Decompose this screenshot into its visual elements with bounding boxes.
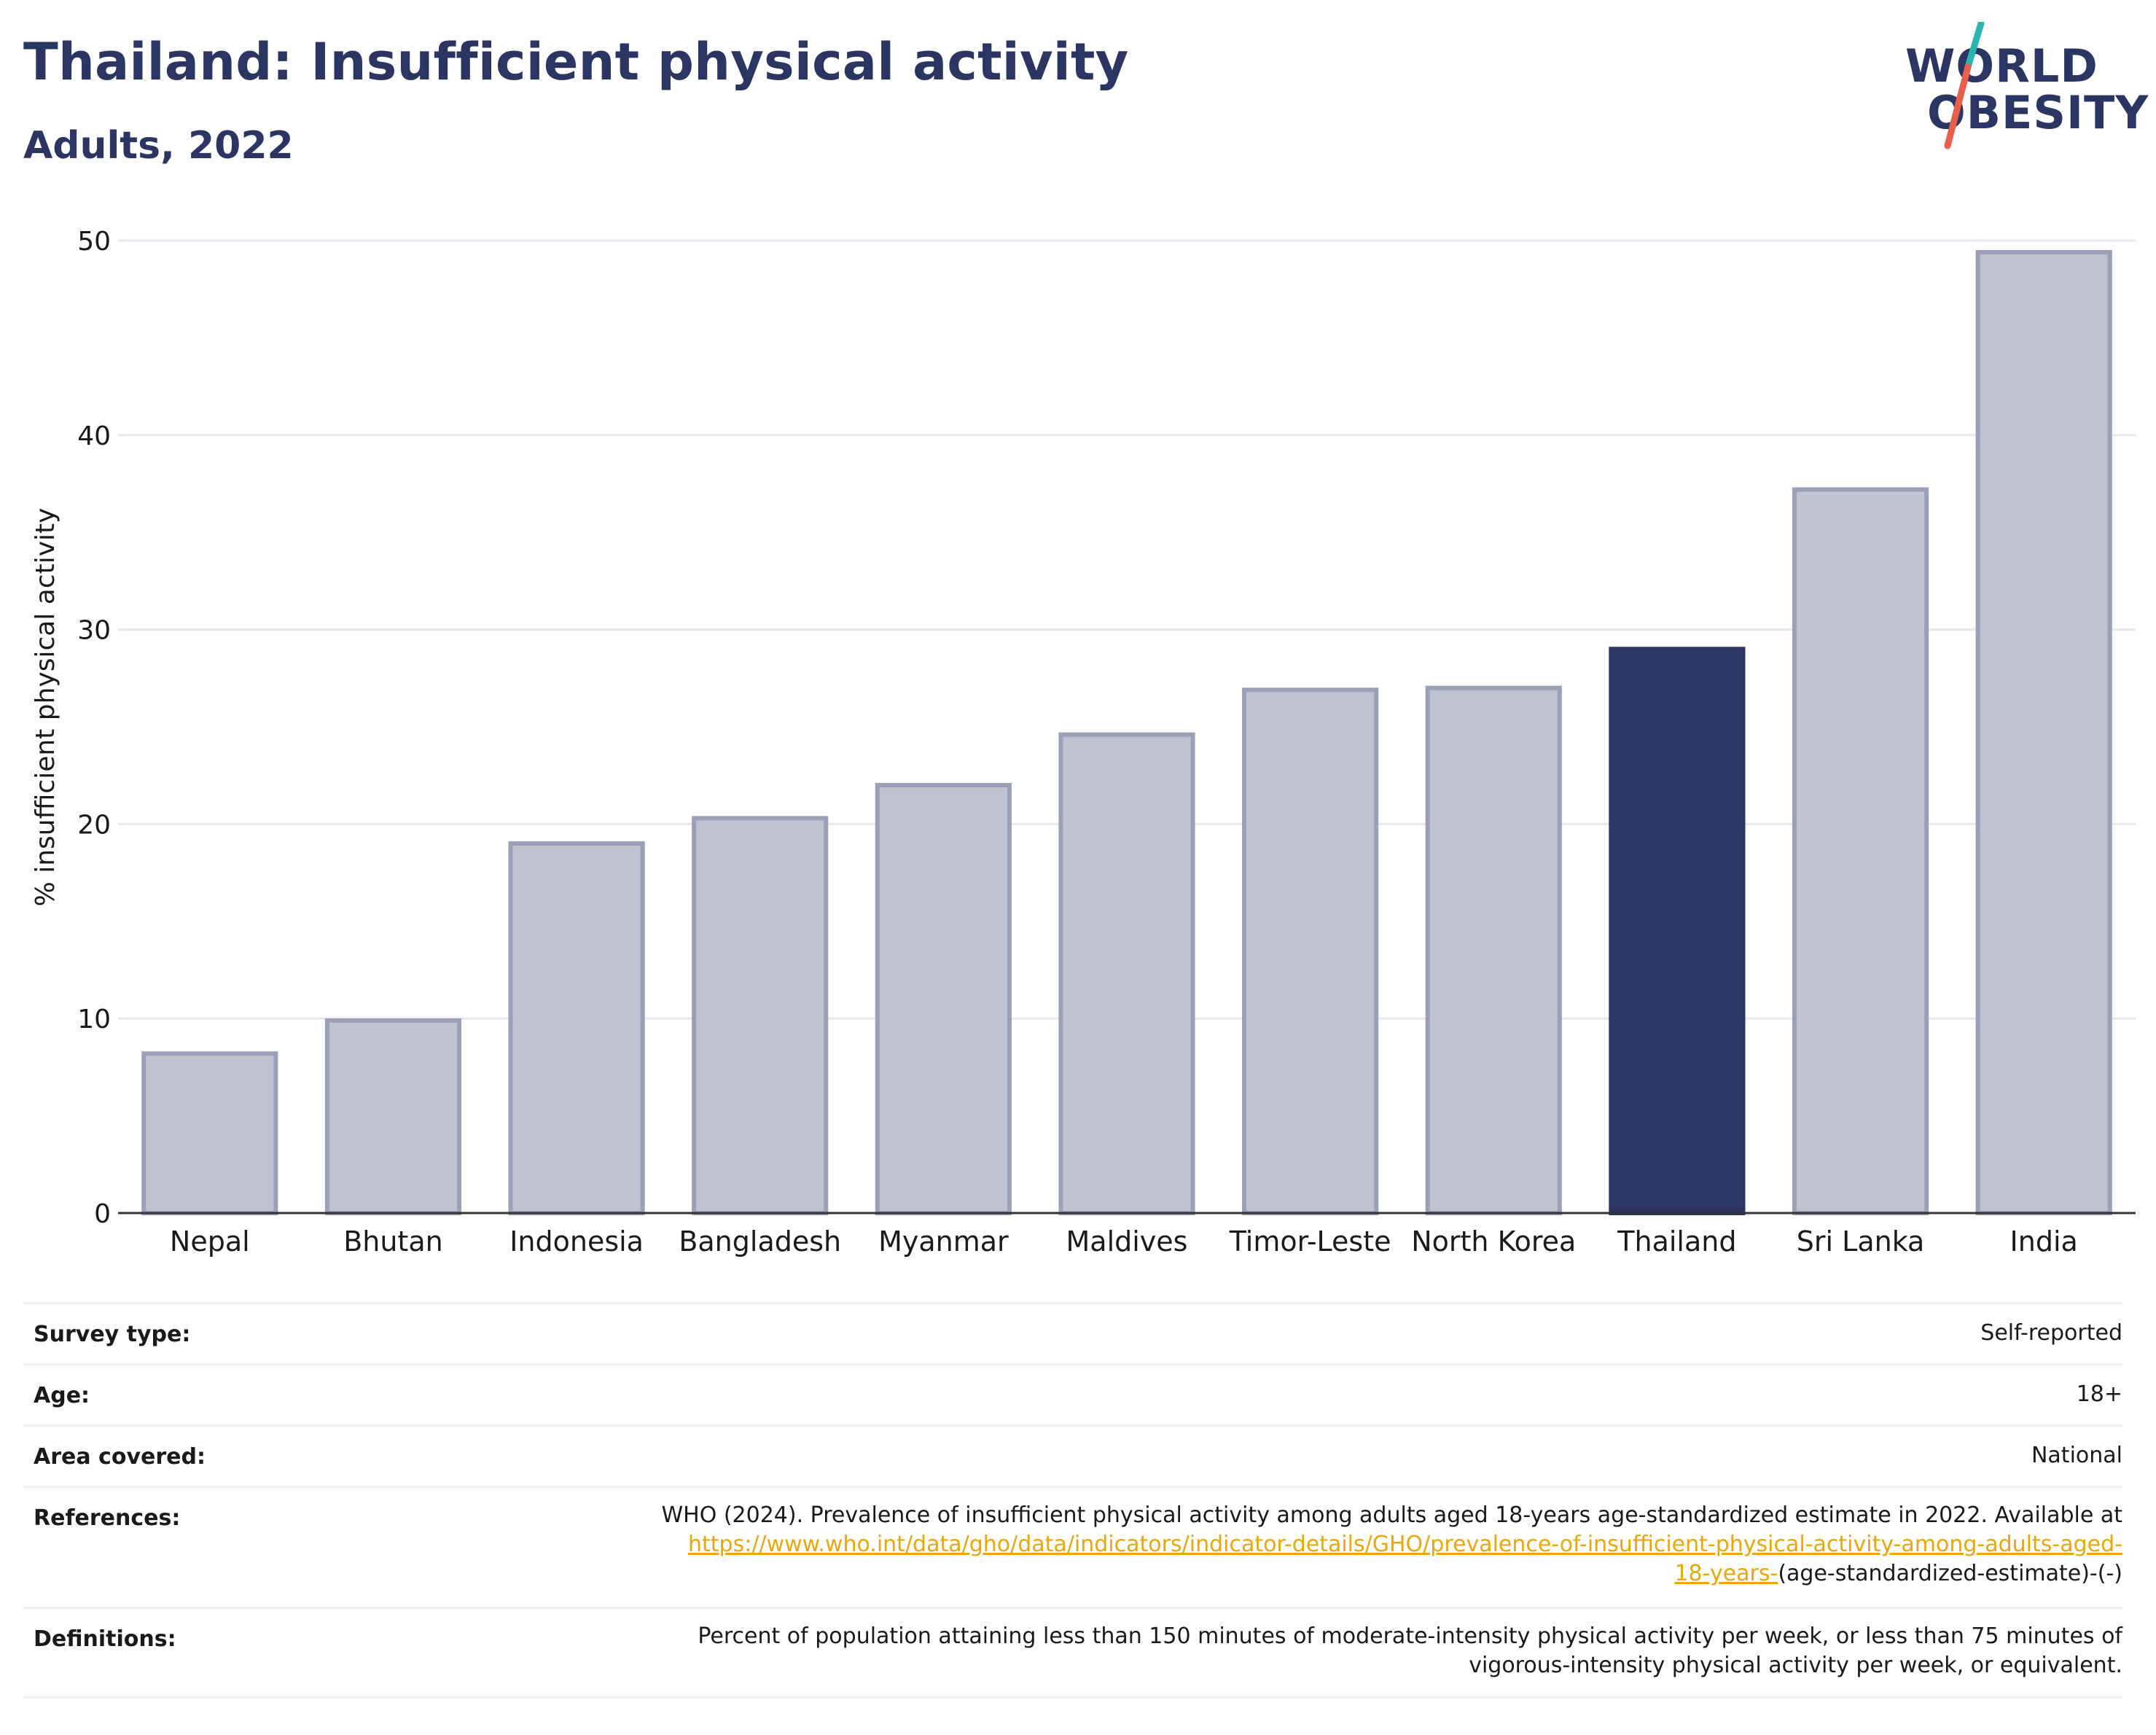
y-tick-label: 0 bbox=[94, 1199, 111, 1229]
info-table: Survey type: Self-reported Age: 18+ Area… bbox=[23, 1302, 2122, 1699]
references-value: WHO (2024). Prevalence of insufficient p… bbox=[661, 1501, 2122, 1588]
x-tick-label: Timor-Leste bbox=[1229, 1225, 1391, 1258]
survey-type-label: Survey type: bbox=[34, 1322, 191, 1347]
world-obesity-logo: WORLD OBESITY bbox=[1895, 22, 2148, 160]
x-tick-label: Indonesia bbox=[509, 1225, 644, 1258]
x-tick-label: North Korea bbox=[1411, 1225, 1576, 1258]
x-tick-label: Myanmar bbox=[878, 1225, 1009, 1258]
x-tick-label: Thailand bbox=[1617, 1225, 1736, 1258]
table-row-age: Age: 18+ bbox=[23, 1363, 2122, 1424]
logo-slash-icon bbox=[1944, 22, 1985, 149]
y-tick-label: 40 bbox=[77, 421, 111, 451]
bar-myanmar bbox=[875, 783, 1012, 1215]
bar-maldives bbox=[1058, 732, 1195, 1215]
references-text-tail: (age-standardized-estimate)-(-) bbox=[1778, 1561, 2122, 1586]
bar-thailand bbox=[1609, 647, 1746, 1215]
y-tick-label: 10 bbox=[77, 1005, 111, 1034]
references-text: WHO (2024). Prevalence of insufficient p… bbox=[661, 1502, 2122, 1528]
y-tick-label: 20 bbox=[77, 810, 111, 840]
references-link[interactable]: https://www.who.int/data/gho/data/indica… bbox=[688, 1532, 2122, 1557]
logo-line2: OBESITY bbox=[1927, 86, 2149, 139]
bar-chart: 0 10 20 30 40 50 Nepal Bhutan Indonesia Banglades… bbox=[31, 227, 2136, 1258]
table-row-references: References: WHO (2024). Prevalence of in… bbox=[23, 1486, 2122, 1607]
age-value: 18+ bbox=[2076, 1381, 2122, 1407]
bar-timor-leste bbox=[1242, 687, 1379, 1215]
table-row-definitions: Definitions: Percent of population attai… bbox=[23, 1607, 2122, 1699]
bars bbox=[141, 250, 2112, 1216]
bar-india bbox=[1975, 250, 2112, 1215]
area-covered-label: Area covered: bbox=[34, 1444, 206, 1470]
x-tick-label: Maldives bbox=[1066, 1225, 1188, 1258]
survey-type-value: Self-reported bbox=[1980, 1320, 2122, 1346]
age-label: Age: bbox=[34, 1383, 90, 1408]
y-tick-label: 50 bbox=[77, 227, 111, 257]
bar-bangladesh bbox=[692, 816, 829, 1215]
chart-subtitle: Adults, 2022 bbox=[23, 124, 294, 168]
table-row-area-covered: Area covered: National bbox=[23, 1424, 2122, 1486]
axes: 0 10 20 30 40 50 Nepal Bhutan Indonesia Banglades… bbox=[77, 227, 2136, 1258]
references-link-continued[interactable]: 18-years- bbox=[1674, 1561, 1778, 1586]
chart-title: Thailand: Insufficient physical activity bbox=[23, 32, 1129, 92]
bar-north-korea bbox=[1425, 685, 1562, 1215]
definitions-text-line1: Percent of population attaining less tha… bbox=[698, 1623, 2122, 1649]
y-tick-label: 30 bbox=[77, 616, 111, 646]
references-label: References: bbox=[34, 1505, 181, 1531]
bar-nepal bbox=[141, 1051, 278, 1215]
table-row-survey-type: Survey type: Self-reported bbox=[23, 1302, 2122, 1363]
x-tick-label: Bangladesh bbox=[679, 1225, 841, 1258]
x-tick-label: Nepal bbox=[170, 1225, 250, 1258]
definitions-label: Definitions: bbox=[34, 1626, 176, 1652]
x-tick-label: India bbox=[2010, 1225, 2078, 1258]
bar-indonesia bbox=[508, 841, 645, 1216]
logo-line1: WORLD bbox=[1905, 39, 2098, 93]
bar-bhutan bbox=[324, 1018, 462, 1216]
bar-sri-lanka bbox=[1792, 487, 1929, 1215]
x-tick-label: Bhutan bbox=[343, 1225, 443, 1258]
y-axis-label: % insufficient physical activity bbox=[31, 508, 60, 907]
definitions-text-line2: vigorous-intensity physical activity per… bbox=[1469, 1653, 2122, 1678]
area-covered-value: National bbox=[2031, 1443, 2122, 1468]
x-tick-label: Sri Lanka bbox=[1797, 1225, 1925, 1258]
definitions-value: Percent of population attaining less tha… bbox=[698, 1622, 2122, 1680]
